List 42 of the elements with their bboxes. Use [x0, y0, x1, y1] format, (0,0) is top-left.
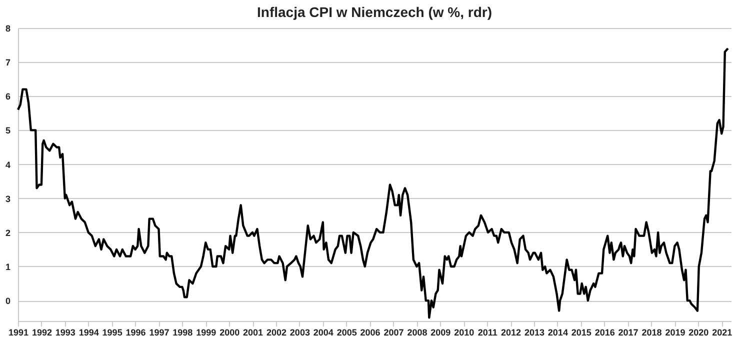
- y-tick-label: 4: [5, 160, 10, 170]
- y-tick-label: 3: [5, 194, 10, 204]
- y-tick-label: 8: [5, 24, 10, 34]
- x-tick-label: 1994: [78, 328, 99, 338]
- y-tick-label: 6: [5, 92, 10, 102]
- y-tick-label: 7: [5, 58, 10, 68]
- x-tick-label: 1999: [196, 328, 216, 338]
- x-tick-label: 2010: [454, 328, 474, 338]
- x-tick-label: 2014: [548, 328, 568, 338]
- x-tick-label: 2012: [501, 328, 522, 338]
- x-tick-label: 2003: [290, 328, 310, 338]
- x-tick-label: 1996: [126, 328, 146, 338]
- x-tick-label: 2015: [571, 328, 592, 338]
- line-series: [16, 47, 730, 319]
- x-tick-label: 2018: [642, 328, 662, 338]
- x-tick-label: 2002: [266, 328, 287, 338]
- x-tick-label: 2007: [384, 328, 404, 338]
- x-tick-label: 1997: [149, 328, 170, 338]
- x-tick-label: 2005: [336, 328, 357, 338]
- x-tick-label: 2006: [360, 328, 380, 338]
- x-tick-label: 2009: [430, 328, 451, 338]
- x-tick-label: 2001: [243, 328, 264, 338]
- x-tick-label: 2021: [712, 328, 732, 338]
- x-tick-label: 1993: [55, 328, 76, 338]
- x-tick-label: 2008: [407, 328, 428, 338]
- y-tick-label: 0: [5, 296, 10, 306]
- x-tick-label: 2019: [665, 328, 686, 338]
- x-tick-label: 2013: [524, 328, 544, 338]
- x-tick-label: 2011: [478, 328, 498, 338]
- x-tick-label: 2020: [688, 328, 709, 338]
- chart-title: Inflacja CPI w Niemczech (w %, rdr): [257, 4, 492, 20]
- y-tick-label: 1: [5, 262, 10, 272]
- x-tick-label: 2004: [313, 328, 334, 338]
- x-tick-label: 1998: [172, 328, 193, 338]
- x-tick-label: 2000: [220, 328, 240, 338]
- y-tick-label: 2: [5, 228, 10, 238]
- x-tick-label: 2017: [618, 328, 638, 338]
- y-tick-label: 5: [5, 126, 10, 136]
- x-tick-label: 1995: [102, 328, 122, 338]
- x-tick-label: 2016: [594, 328, 615, 338]
- x-tick-label: 1992: [32, 328, 52, 338]
- x-tick-label: 1991: [8, 328, 29, 338]
